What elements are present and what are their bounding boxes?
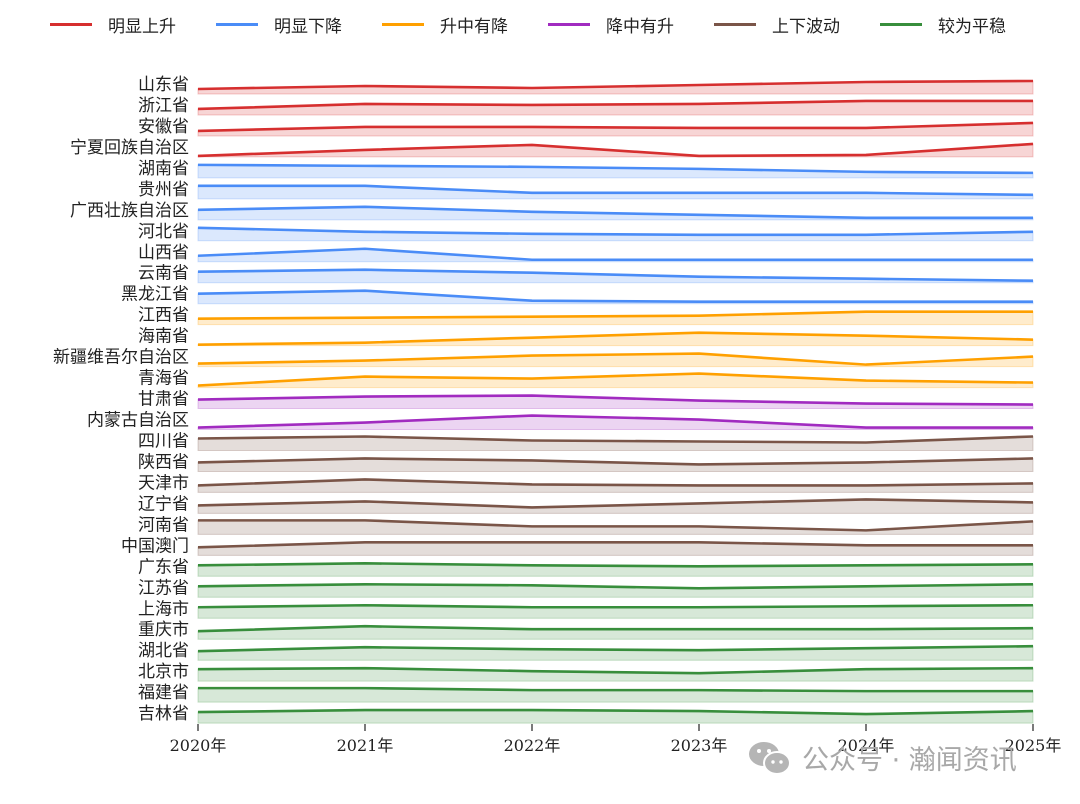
ridge-area: [197, 100, 1034, 116]
ridge-line: [197, 268, 1034, 283]
legend-label: 升中有降: [440, 17, 508, 37]
y-tick-label: 中国澳门: [121, 536, 189, 556]
legend-label: 明显下降: [274, 17, 342, 37]
ridge-line: [197, 205, 1033, 220]
y-tick-label: 河南省: [138, 515, 189, 535]
ridge-line: [198, 686, 1033, 693]
legend-label: 上下波动: [772, 17, 840, 37]
legend-swatch: [714, 23, 756, 26]
y-tick-label: 黑龙江省: [121, 285, 189, 305]
x-tick-label: 2020年: [170, 736, 227, 755]
legend-item: 降中有升: [548, 12, 674, 37]
legend-item: 明显上升: [50, 12, 176, 37]
ridge-line: [197, 226, 1034, 237]
ridge-line: [197, 624, 1034, 633]
legend-label: 降中有升: [606, 17, 674, 37]
ridge-line: [197, 478, 1034, 487]
ridge-line: [197, 414, 1033, 429]
legend-swatch: [548, 23, 590, 26]
ridge-line: [197, 666, 1034, 675]
ridge-line: [197, 247, 1033, 262]
ridge-line: [197, 435, 1034, 444]
x-tick-label: 2023年: [671, 736, 728, 755]
y-tick-label: 湖南省: [138, 159, 189, 179]
wechat-icon: [749, 741, 791, 775]
ridge-line: [197, 394, 1034, 406]
y-tick-label: 安徽省: [138, 117, 189, 137]
ridge-line: [197, 142, 1034, 158]
legend-label: 明显上升: [108, 17, 176, 37]
y-tick-label: 浙江省: [138, 96, 189, 116]
y-tick-label: 宁夏回族自治区: [70, 138, 189, 158]
legend-swatch: [382, 23, 424, 26]
watermark-text: 公众号 · 瀚闻资讯: [802, 745, 1017, 776]
ridge-line: [197, 562, 1034, 568]
ridge-line: [197, 372, 1034, 387]
x-tick-label: 2021年: [337, 736, 394, 755]
legend-item: 上下波动: [714, 12, 840, 37]
y-tick-label: 湖北省: [138, 641, 189, 661]
y-tick-label: 河北省: [138, 222, 189, 242]
ridge-line: [197, 79, 1034, 91]
ridge-line: [198, 184, 1034, 197]
y-tick-label: 上海市: [138, 599, 189, 619]
y-tick-label: 辽宁省: [138, 494, 189, 514]
y-tick-label: 吉林省: [138, 704, 189, 724]
y-tick-label: 江苏省: [138, 578, 189, 598]
legend-item: 明显下降: [216, 12, 342, 37]
legend-item: 升中有降: [382, 12, 508, 37]
ridge-line: [197, 541, 1033, 549]
watermark: 公众号 · 瀚闻资讯: [748, 738, 1017, 777]
ridge-line: [197, 163, 1034, 175]
legend-swatch: [216, 23, 258, 26]
legend-label: 较为平稳: [938, 17, 1006, 37]
ridge-line: [197, 121, 1034, 133]
y-tick-label: 青海省: [138, 369, 189, 389]
ridge-line: [197, 498, 1034, 509]
y-tick-label: 陕西省: [138, 452, 189, 472]
y-tick-label: 海南省: [138, 327, 189, 347]
ridge-line: [197, 582, 1034, 590]
ridge-line: [197, 603, 1034, 609]
y-tick-label: 重庆市: [138, 620, 189, 640]
ridge-area: [197, 435, 1034, 451]
y-tick-label: 广东省: [138, 557, 189, 577]
ridge-line: [197, 352, 1034, 366]
y-tick-label: 贵州省: [138, 180, 189, 200]
y-tick-label: 广西壮族自治区: [70, 201, 189, 221]
legend-item: 较为平稳: [880, 12, 1006, 37]
ridge-line: [197, 708, 1034, 716]
ridge-area: [197, 122, 1034, 137]
ridge-line: [197, 99, 1033, 111]
ridge-line: [197, 644, 1034, 653]
y-tick-label: 山西省: [138, 243, 189, 263]
ridge-line: [197, 310, 1033, 320]
ridge-line: [197, 457, 1034, 466]
y-tick-label: 云南省: [138, 264, 189, 284]
x-tick-label: 2024年: [838, 736, 895, 755]
y-tick-label: 天津市: [138, 473, 189, 493]
y-tick-label: 内蒙古自治区: [87, 411, 189, 431]
y-tick-label: 山东省: [138, 75, 189, 95]
ridge-area: [197, 269, 1034, 284]
y-tick-label: 四川省: [138, 431, 189, 451]
ridge-line: [197, 289, 1033, 304]
y-tick-label: 江西省: [138, 306, 189, 326]
y-tick-label: 甘肃省: [138, 390, 189, 410]
chart-legend: 明显上升 明显下降 升中有降 降中有升 上下波动 较为平稳: [50, 12, 1046, 37]
legend-swatch: [880, 23, 922, 26]
y-tick-label: 新疆维吾尔自治区: [53, 348, 189, 368]
ridge-line: [198, 519, 1034, 532]
x-tick-label: 2022年: [504, 736, 561, 755]
y-tick-label: 福建省: [138, 683, 189, 703]
x-tick-label: 2025年: [1005, 736, 1062, 755]
ridge-line: [197, 331, 1034, 346]
legend-swatch: [50, 23, 92, 26]
y-tick-label: 北京市: [138, 662, 189, 682]
